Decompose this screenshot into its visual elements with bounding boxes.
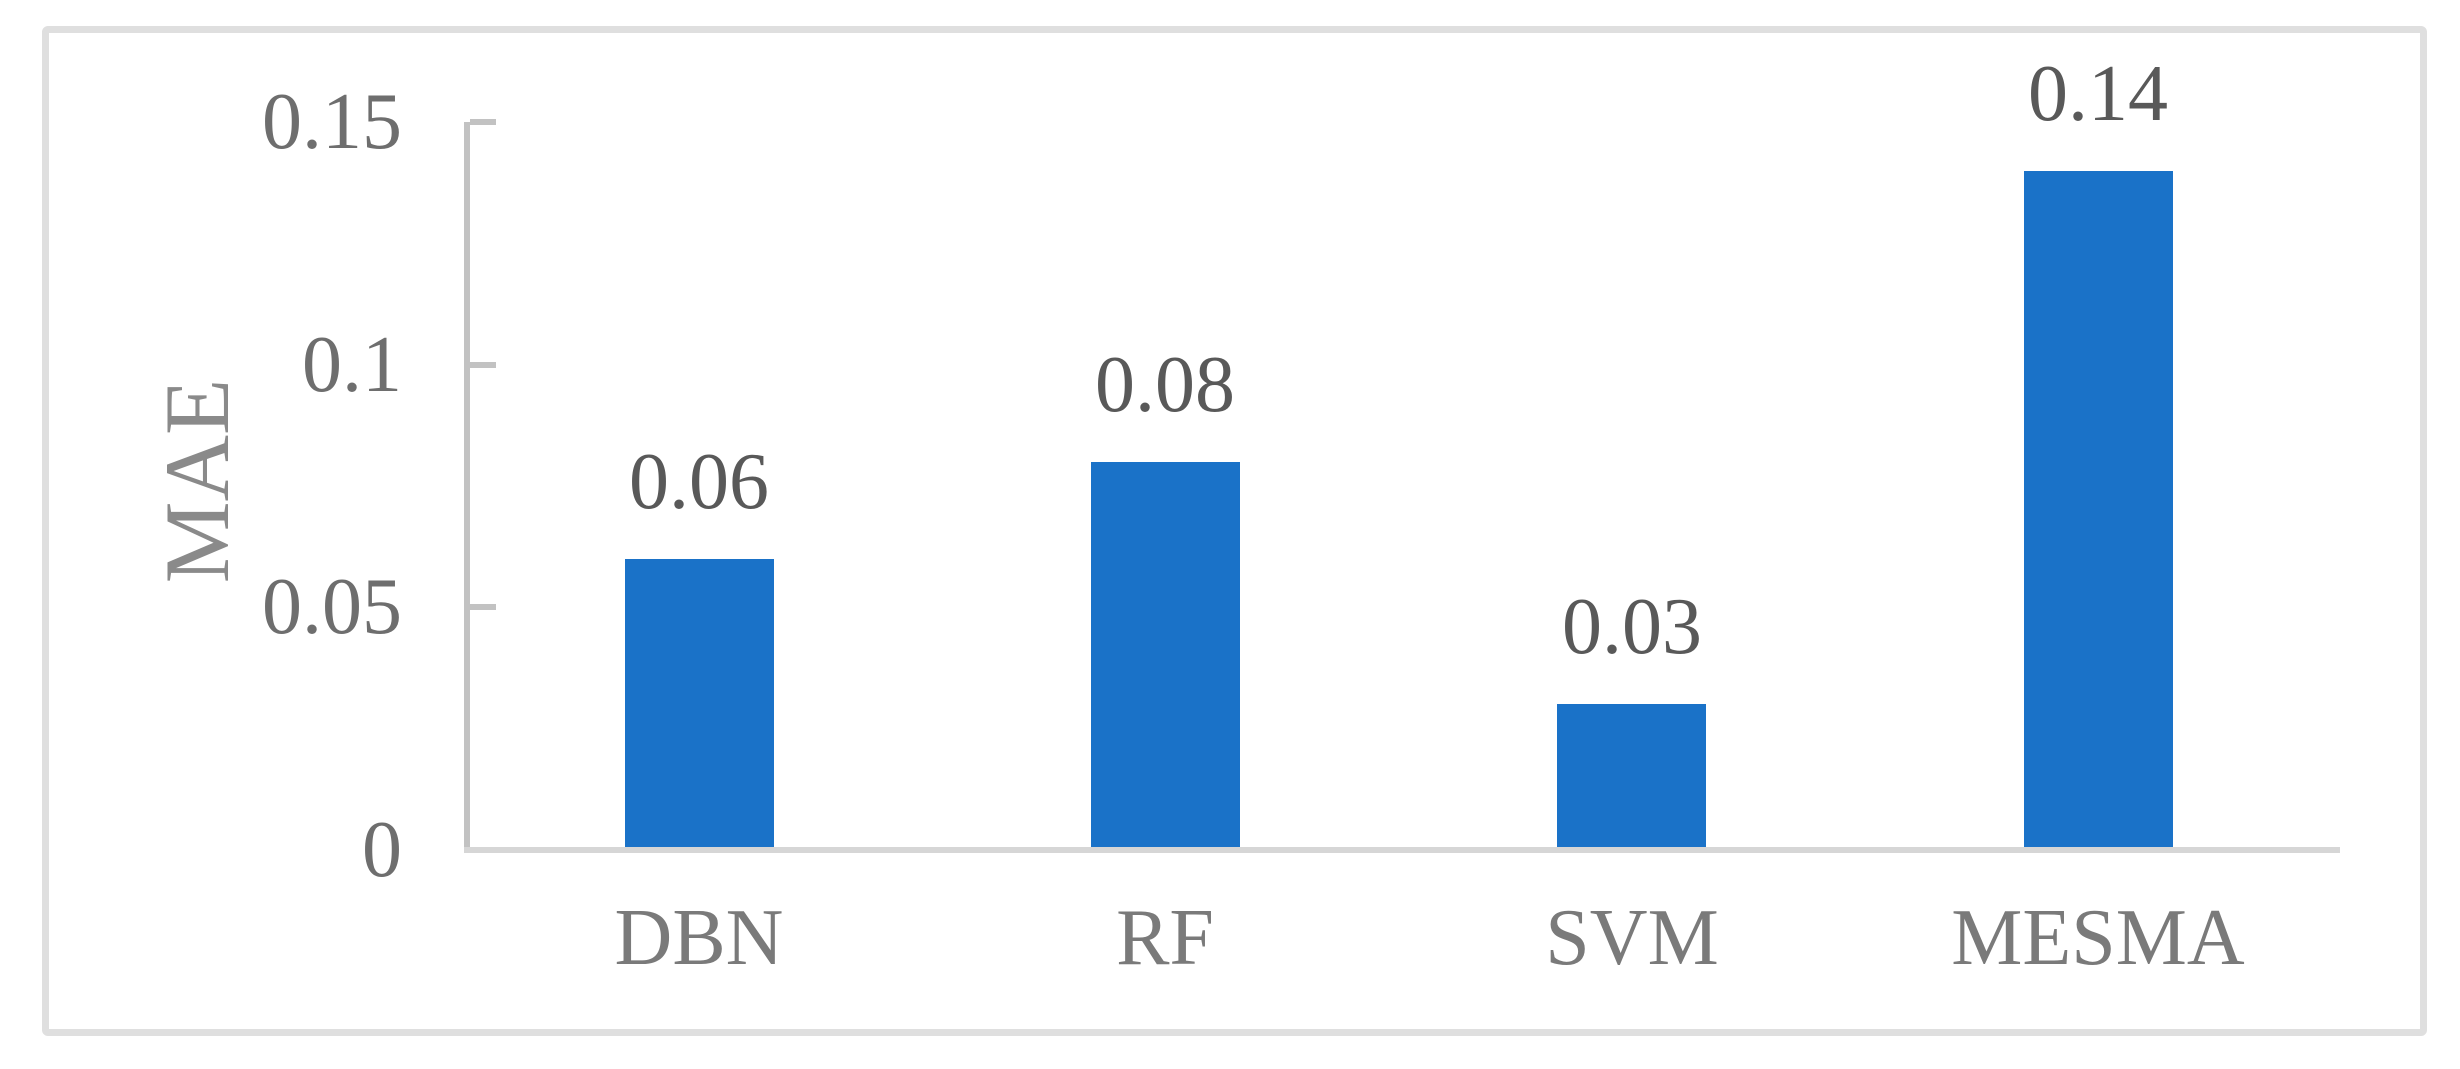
category-label-svm: SVM [1545, 894, 1719, 982]
bar-mesma [2024, 171, 2173, 847]
y-tick-label: 0.05 [262, 563, 402, 651]
bar-svm [1557, 704, 1706, 847]
y-tick-mark [470, 604, 496, 610]
bar-value-label: 0.14 [2028, 50, 2168, 138]
category-label-dbn: DBN [614, 894, 784, 982]
bar-value-label: 0.06 [629, 438, 769, 526]
category-label-mesma: MESMA [1951, 894, 2245, 982]
y-axis-line [464, 122, 470, 853]
y-tick-mark [470, 119, 496, 125]
y-axis-title: MAE [146, 378, 248, 584]
bar-value-label: 0.08 [1095, 341, 1235, 429]
y-tick-label: 0.15 [262, 78, 402, 166]
x-axis-line [464, 847, 2340, 853]
y-tick-label: 0.1 [302, 321, 402, 409]
bar-value-label: 0.03 [1562, 583, 1702, 671]
bar-dbn [625, 559, 774, 847]
y-tick-label: 0 [362, 806, 402, 894]
y-tick-mark [470, 362, 496, 368]
category-label-rf: RF [1116, 894, 1214, 982]
bar-rf [1091, 462, 1240, 847]
